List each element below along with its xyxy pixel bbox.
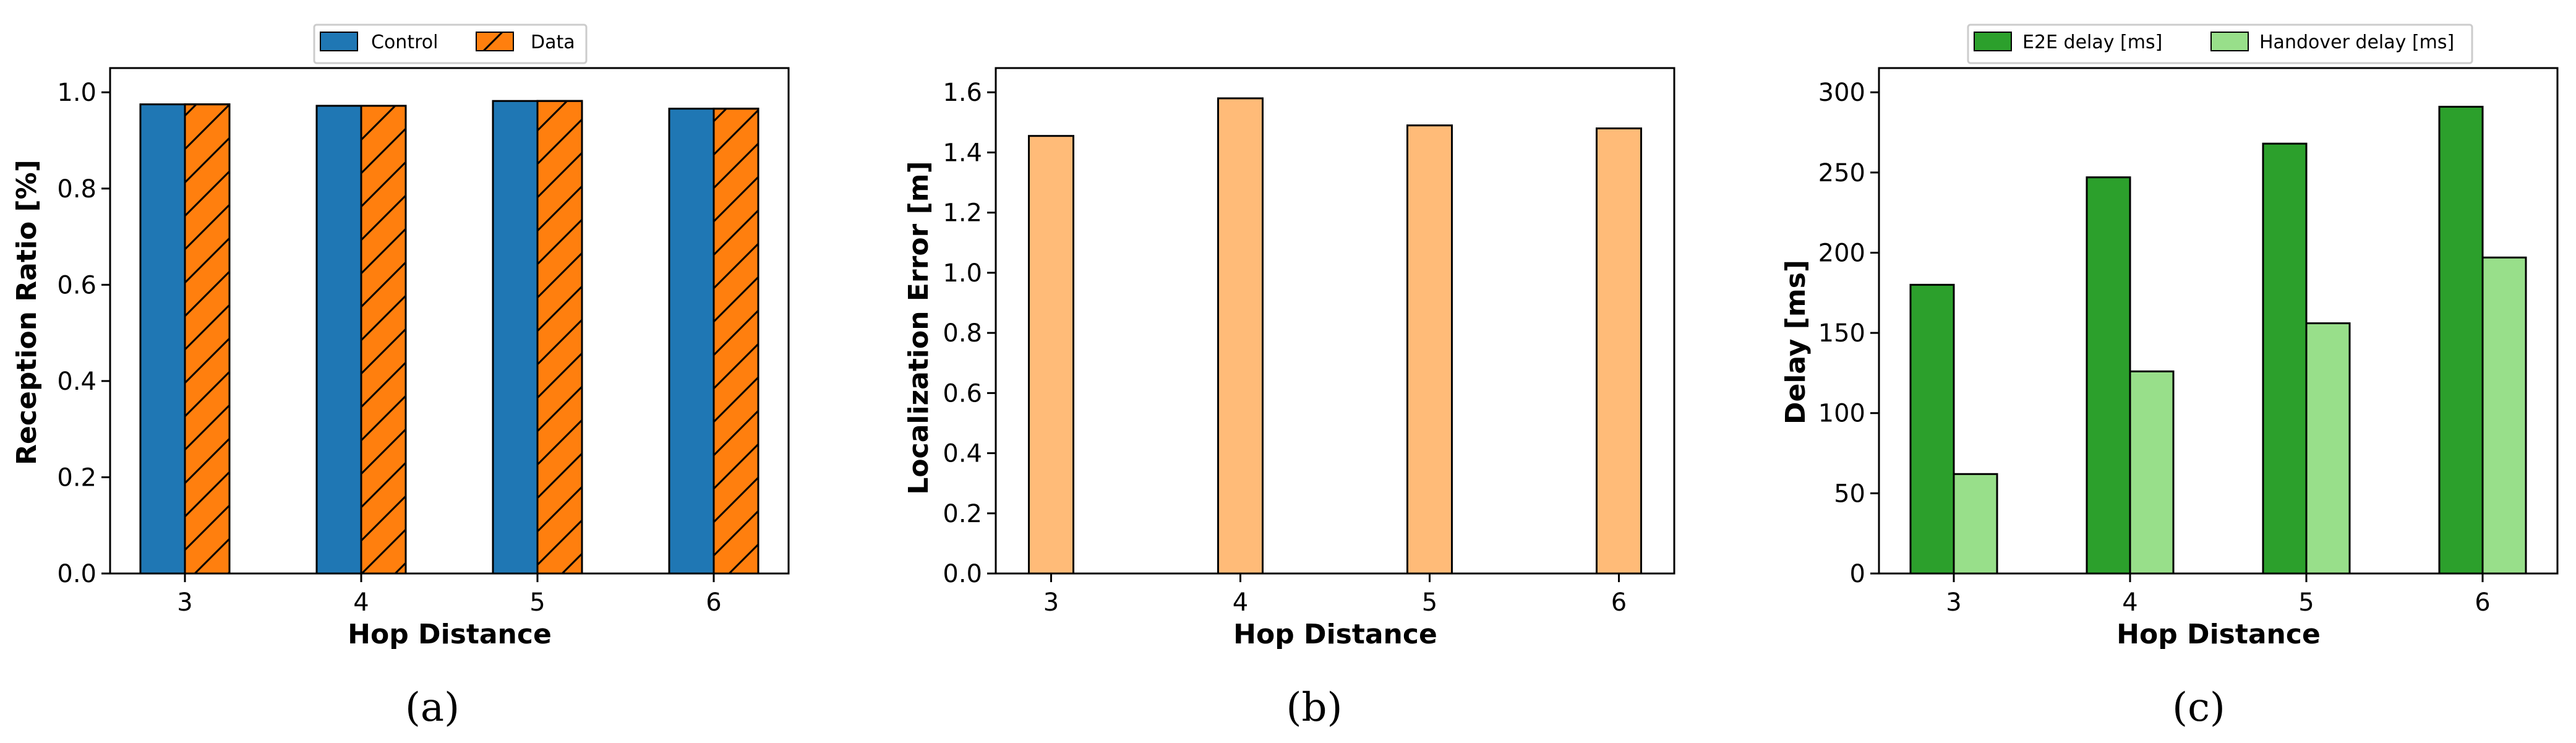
bar <box>2481 256 2527 575</box>
y-tick-label: 200 <box>1818 239 1865 267</box>
legend-label-e2e: E2E delay [ms] <box>2022 32 2162 53</box>
bar-hatch <box>360 105 407 575</box>
bar <box>2129 370 2175 575</box>
bar <box>1953 473 1998 575</box>
legend-swatch-handover <box>2210 32 2249 51</box>
x-tick-label: 5 <box>529 588 545 617</box>
y-axis-label: Localization Error [m] <box>903 161 935 494</box>
x-tick-label: 3 <box>177 588 192 617</box>
y-tick-label: 0.4 <box>57 367 96 396</box>
legend-label-handover: Handover delay [ms] <box>2259 32 2454 53</box>
y-tick-label: 150 <box>1818 319 1865 348</box>
bar <box>2262 142 2308 575</box>
legend-swatch-e2e <box>1974 32 2012 51</box>
x-axis-label: Hop Distance <box>2116 619 2321 650</box>
y-tick-label: 250 <box>1818 159 1865 187</box>
y-tick-label: 50 <box>1834 479 1865 508</box>
panel-a: Reception Ratio [%] Hop Distance (a) Con… <box>11 24 790 731</box>
legend: E2E delay [ms] Handover delay [ms] <box>1967 24 2473 64</box>
y-tick-label: 0.8 <box>57 175 96 204</box>
bar-hatch <box>536 100 583 575</box>
y-tick-label: 0.2 <box>943 500 982 528</box>
y-tick-label: 0.0 <box>943 560 982 588</box>
bar <box>1909 283 1955 575</box>
bar-hatch <box>712 108 760 575</box>
x-tick-label: 6 <box>1611 588 1627 617</box>
x-tick-label: 3 <box>1946 588 1961 617</box>
y-tick-label: 300 <box>1818 79 1865 107</box>
bar <box>1028 135 1074 575</box>
x-tick-label: 5 <box>2298 588 2314 617</box>
x-tick-label: 4 <box>2122 588 2137 617</box>
y-tick-label: 1.6 <box>943 79 982 107</box>
bar <box>2438 106 2484 575</box>
x-tick-label: 6 <box>706 588 721 617</box>
bar <box>139 103 186 575</box>
x-tick-label: 4 <box>1233 588 1248 617</box>
y-tick-label: 1.4 <box>943 139 982 167</box>
y-tick-label: 0.8 <box>943 319 982 348</box>
plot-frame <box>1878 67 2559 575</box>
bar <box>2086 176 2131 575</box>
y-tick-label: 0 <box>1850 560 1865 588</box>
legend: Control Data <box>313 24 588 64</box>
legend-label-control: Control <box>371 32 438 53</box>
y-axis-label: Delay [ms] <box>1780 260 1812 424</box>
bar <box>315 105 362 575</box>
bar-hatch <box>184 103 231 575</box>
plot-frame <box>995 67 1675 575</box>
y-tick-label: 0.6 <box>57 271 96 299</box>
bar <box>2305 322 2351 575</box>
panel-caption: (b) <box>1286 685 1343 731</box>
bar <box>668 108 715 575</box>
y-tick-label: 0.4 <box>943 440 982 468</box>
y-axis-label: Reception Ratio [%] <box>11 160 43 465</box>
y-tick-label: 0.2 <box>57 463 96 492</box>
panel-b: Localization Error [m] Hop Distance (b) … <box>903 67 1675 731</box>
legend-swatch-control <box>320 32 358 51</box>
y-tick-label: 100 <box>1818 400 1865 428</box>
x-axis-label: Hop Distance <box>348 619 552 650</box>
legend-frame <box>313 24 588 64</box>
bar <box>492 100 539 575</box>
panel-c: Delay [ms] Hop Distance (c) E2E delay [m… <box>1780 24 2559 731</box>
y-tick-label: 1.2 <box>943 199 982 228</box>
x-tick-label: 4 <box>353 588 369 617</box>
y-tick-label: 0.6 <box>943 379 982 408</box>
bar <box>1406 124 1453 575</box>
bar <box>1217 97 1264 575</box>
x-tick-label: 5 <box>1422 588 1437 617</box>
y-tick-label: 1.0 <box>943 259 982 288</box>
x-tick-label: 6 <box>2475 588 2490 617</box>
panel-caption: (a) <box>405 685 460 731</box>
y-tick-label: 0.0 <box>57 560 96 588</box>
x-axis-label: Hop Distance <box>1233 619 1437 650</box>
y-tick-label: 1.0 <box>57 79 96 107</box>
bar <box>1596 127 1642 575</box>
x-tick-label: 3 <box>1043 588 1059 617</box>
plot-frame <box>109 67 790 575</box>
legend-label-data: Data <box>531 32 575 53</box>
panel-caption: (c) <box>2172 685 2225 731</box>
legend-swatch-data-hatch <box>476 32 514 51</box>
